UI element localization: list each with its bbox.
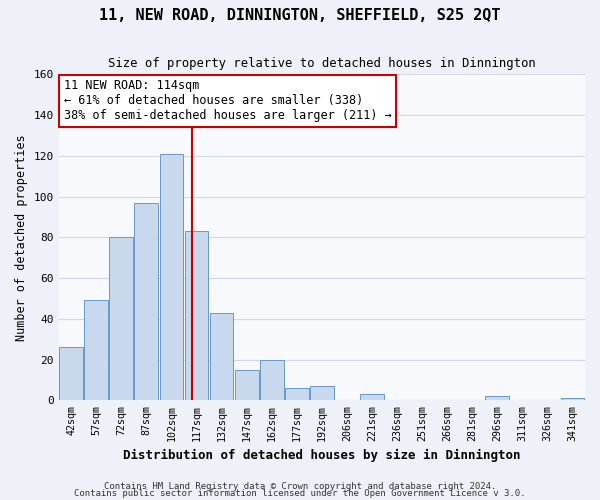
Text: Contains HM Land Registry data © Crown copyright and database right 2024.: Contains HM Land Registry data © Crown c… (104, 482, 496, 491)
Text: 11 NEW ROAD: 114sqm
← 61% of detached houses are smaller (338)
38% of semi-detac: 11 NEW ROAD: 114sqm ← 61% of detached ho… (64, 80, 392, 122)
Bar (59, 348, 83, 400)
Bar (134, 202, 158, 400)
Bar (85, 300, 108, 400)
Y-axis label: Number of detached properties: Number of detached properties (15, 134, 28, 340)
Bar (235, 370, 259, 400)
Title: Size of property relative to detached houses in Dinnington: Size of property relative to detached ho… (108, 58, 536, 70)
Text: Contains public sector information licensed under the Open Government Licence v : Contains public sector information licen… (74, 490, 526, 498)
Bar (360, 394, 384, 400)
X-axis label: Distribution of detached houses by size in Dinnington: Distribution of detached houses by size … (123, 450, 521, 462)
Bar (185, 231, 208, 400)
Bar (260, 360, 284, 400)
Bar (160, 154, 184, 400)
Bar (285, 388, 308, 400)
Bar (560, 398, 584, 400)
Bar (310, 386, 334, 400)
Bar (485, 396, 509, 400)
Bar (209, 312, 233, 400)
Bar (109, 238, 133, 400)
Text: 11, NEW ROAD, DINNINGTON, SHEFFIELD, S25 2QT: 11, NEW ROAD, DINNINGTON, SHEFFIELD, S25… (99, 8, 501, 22)
